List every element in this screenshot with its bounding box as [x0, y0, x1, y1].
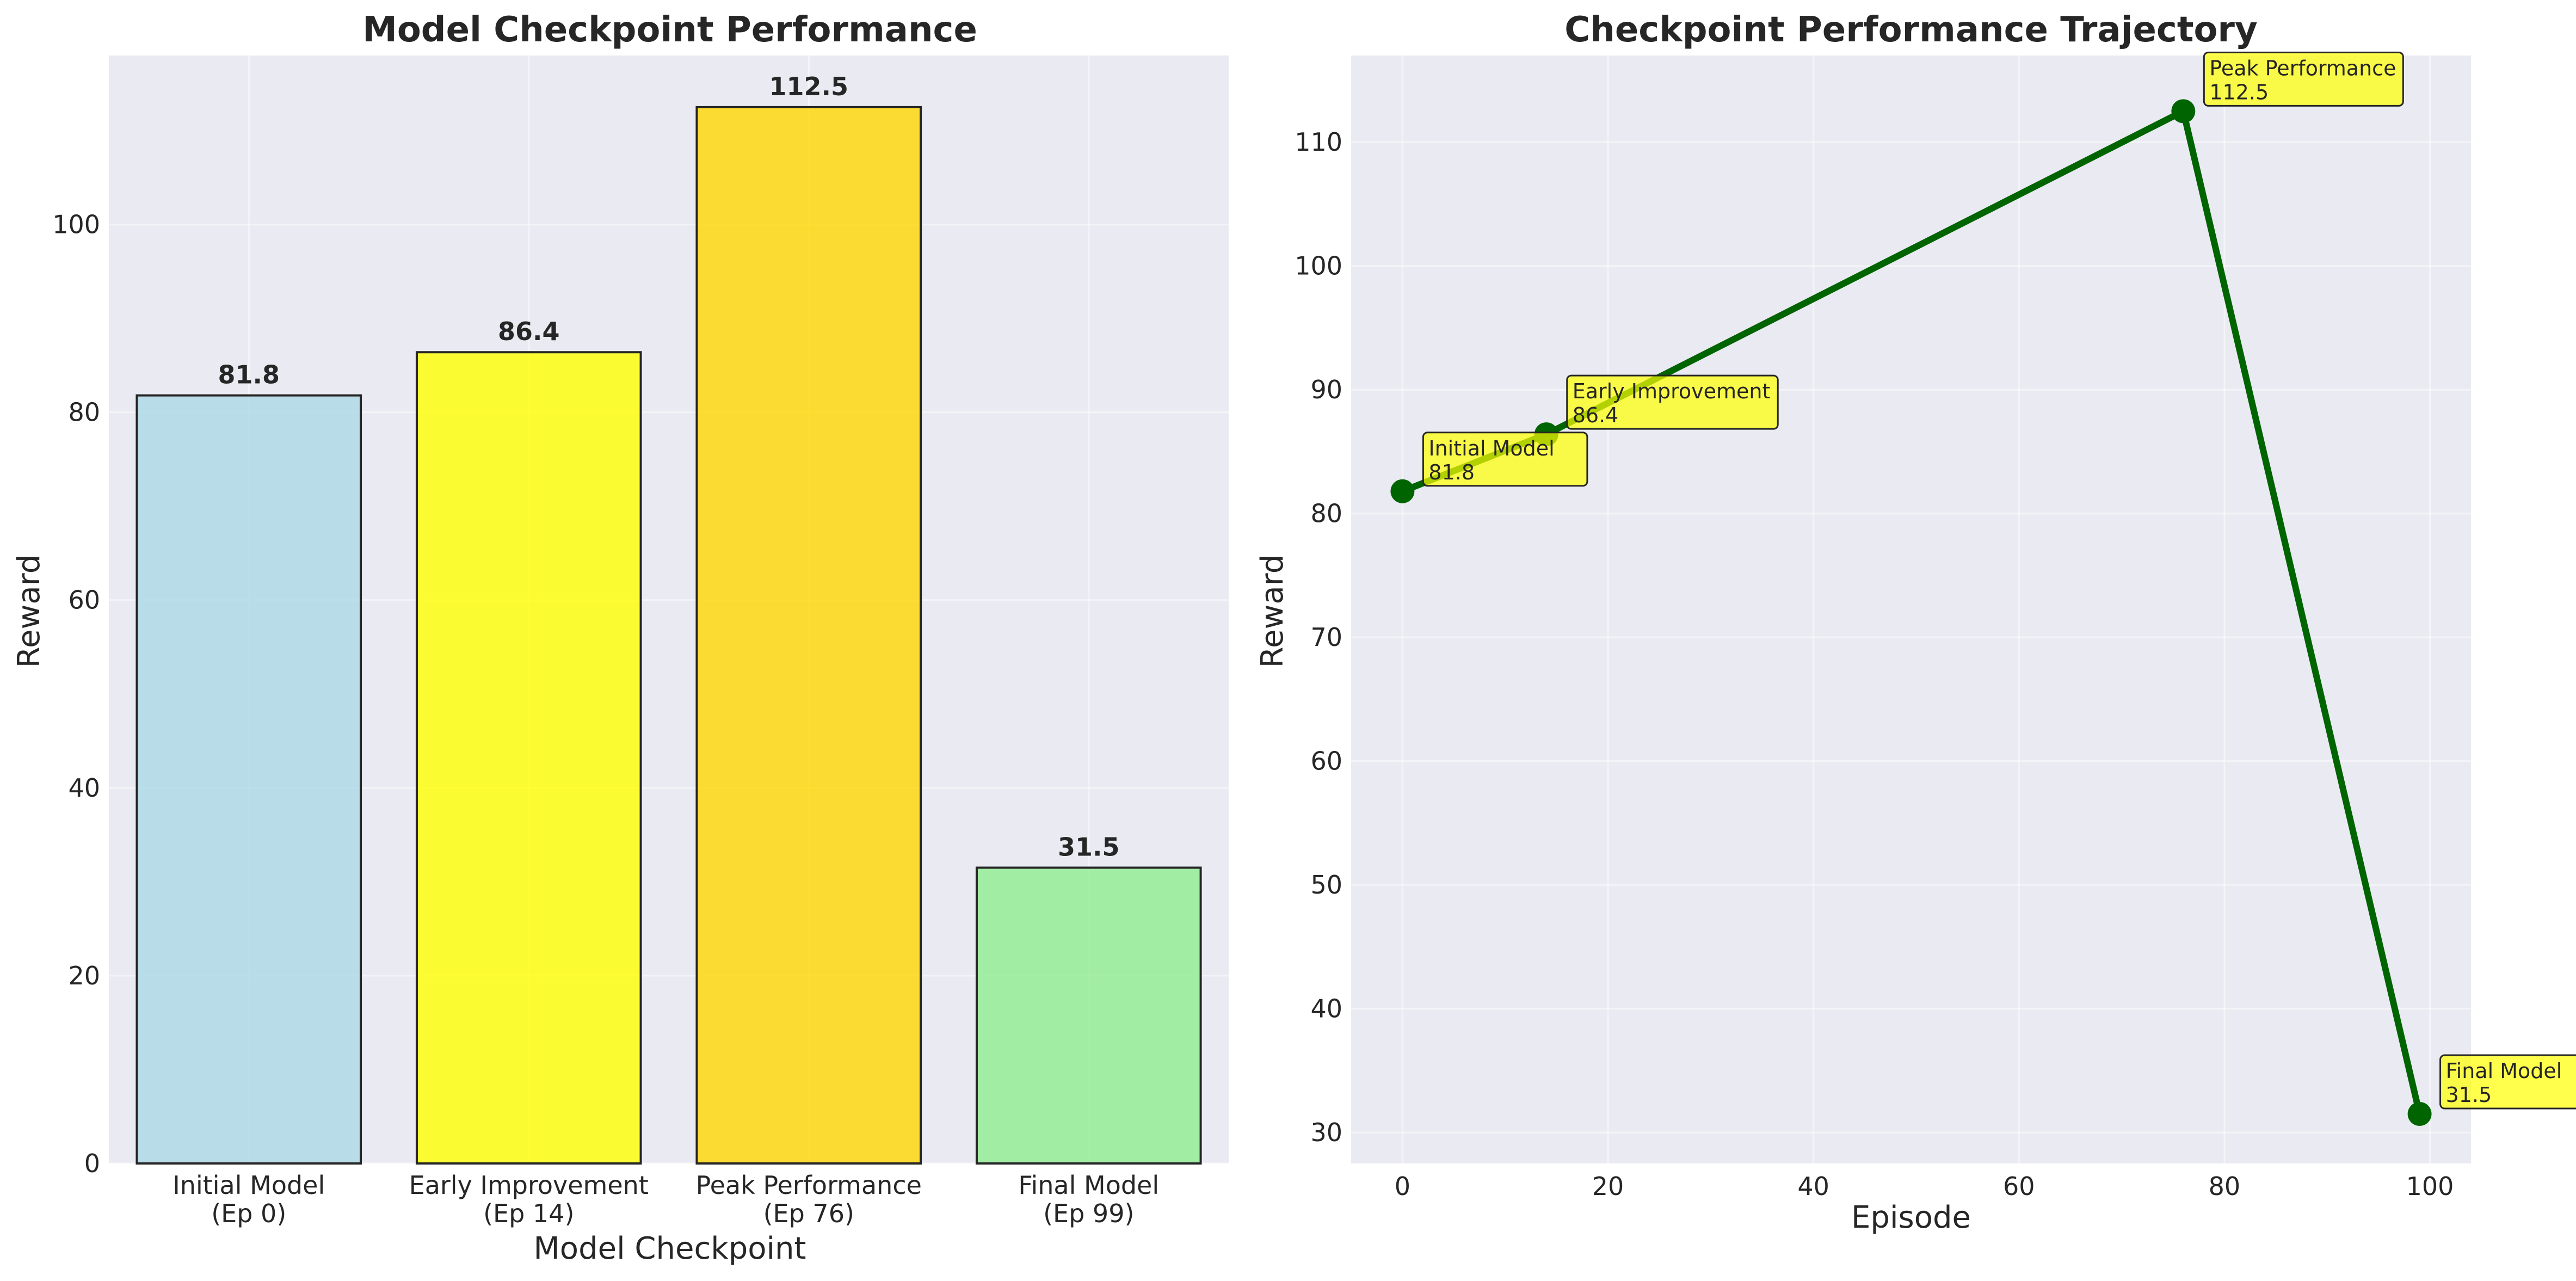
- annotation-value: 86.4: [1573, 403, 1619, 427]
- annotation-name: Final Model: [2446, 1059, 2562, 1083]
- bar-chart-xtick-label: Peak Performance: [696, 1171, 922, 1200]
- line-chart-ytick-label: 50: [1310, 870, 1342, 900]
- bar: [695, 106, 922, 1165]
- line-chart-xtick-label: 20: [1592, 1172, 1624, 1201]
- line-chart-xtick-label: 100: [2406, 1172, 2454, 1201]
- bar-chart-xtick-sublabel: (Ep 99): [1043, 1199, 1134, 1228]
- bar: [975, 866, 1202, 1165]
- annotation-name: Initial Model: [1428, 436, 1554, 460]
- bar-chart: Model Checkpoint Performance Model Check…: [11, 10, 1229, 1266]
- bar-chart-xtick-label: Final Model: [1018, 1171, 1159, 1200]
- bar-value-label: 86.4: [498, 317, 560, 346]
- line-chart-ytick-label: 40: [1310, 994, 1342, 1024]
- bar-chart-xtick-sublabel: (Ep 0): [211, 1199, 286, 1228]
- line-chart-ytick-label: 110: [1295, 127, 1342, 157]
- data-point: [2407, 1102, 2432, 1126]
- bar: [135, 394, 362, 1165]
- line-chart-title: Checkpoint Performance Trajectory: [1564, 10, 2257, 50]
- bar: [415, 351, 642, 1165]
- line-chart-plot-area: [1351, 56, 2471, 1163]
- bar-chart-xtick-sublabel: (Ep 76): [763, 1199, 854, 1228]
- line-chart-ytick-label: 90: [1310, 375, 1342, 404]
- line-chart-ytick-label: 100: [1295, 251, 1342, 281]
- line-chart-ylabel: Reward: [1255, 555, 1290, 668]
- annotation-value: 31.5: [2446, 1083, 2492, 1107]
- bar-chart-xlabel: Model Checkpoint: [533, 1231, 806, 1266]
- line-chart-ytick-label: 70: [1310, 623, 1342, 652]
- line-chart-xtick-label: 0: [1395, 1172, 1410, 1201]
- bar-chart-ytick-label: 0: [84, 1149, 100, 1178]
- annotation-box: [2439, 1054, 2576, 1110]
- line-chart-xtick-label: 40: [1797, 1172, 1829, 1201]
- line-chart: Checkpoint Performance Trajectory Episod…: [1255, 10, 2576, 1235]
- bar-chart-ytick-label: 20: [68, 961, 100, 990]
- line-chart-ytick-label: 60: [1310, 747, 1342, 776]
- annotation-box: [2203, 51, 2404, 107]
- bar-chart-ytick-label: 40: [68, 773, 100, 803]
- annotation-value: 81.8: [1428, 460, 1475, 484]
- bar-chart-xtick-sublabel: (Ep 14): [483, 1199, 574, 1228]
- line-chart-ytick-label: 30: [1310, 1118, 1342, 1147]
- line-chart-xlabel: Episode: [1851, 1200, 1971, 1235]
- annotation-box: [1422, 432, 1588, 487]
- bar-chart-ylabel: Reward: [11, 555, 47, 668]
- line-chart-xtick-label: 60: [2003, 1172, 2035, 1201]
- annotation-box: [1566, 374, 1779, 430]
- bar-chart-ytick-label: 80: [68, 398, 100, 427]
- bar-chart-ytick-label: 100: [52, 210, 100, 239]
- line-chart-xtick-label: 80: [2209, 1172, 2241, 1201]
- data-point: [1390, 479, 1415, 503]
- annotation-name: Peak Performance: [2209, 56, 2396, 80]
- bar-chart-ytick-label: 60: [68, 586, 100, 615]
- annotation-name: Early Improvement: [1573, 379, 1771, 403]
- bar-value-label: 112.5: [769, 72, 848, 101]
- bar-value-label: 31.5: [1058, 832, 1120, 861]
- line-chart-ytick-label: 80: [1310, 499, 1342, 528]
- bar-value-label: 81.8: [218, 360, 280, 390]
- bar-chart-xtick-label: Early Improvement: [409, 1171, 649, 1200]
- bar-chart-xtick-label: Initial Model: [172, 1171, 325, 1200]
- data-point: [2171, 99, 2196, 124]
- bar-chart-title: Model Checkpoint Performance: [362, 10, 977, 50]
- annotation-value: 112.5: [2209, 80, 2269, 104]
